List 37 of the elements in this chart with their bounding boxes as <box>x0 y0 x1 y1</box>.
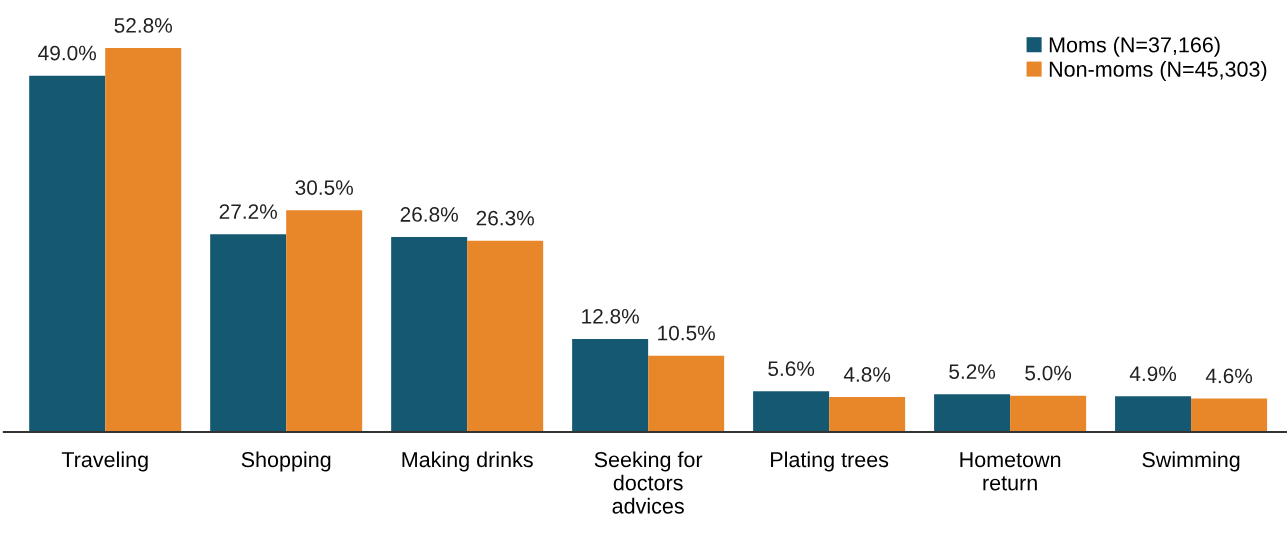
x-tick-label: Shopping <box>241 451 331 472</box>
data-label: 4.6% <box>1205 368 1253 384</box>
bar <box>934 394 1011 432</box>
x-tick-label: Traveling <box>61 451 148 472</box>
data-label: 10.5% <box>658 325 715 341</box>
data-label: 5.2% <box>949 364 996 379</box>
data-label: 4.9% <box>1129 366 1177 382</box>
data-label: 4.8% <box>843 367 891 382</box>
bar <box>648 355 725 432</box>
bar <box>572 338 649 432</box>
bar <box>829 397 906 432</box>
data-label: 5.6% <box>768 361 815 377</box>
data-label: 52.8% <box>114 18 173 33</box>
bar <box>29 75 106 432</box>
bar <box>391 237 468 432</box>
x-tick-label: Swimming <box>1142 451 1240 472</box>
bar <box>1115 396 1192 432</box>
x-tick-label: Making drinks <box>402 451 533 472</box>
bar <box>753 391 830 432</box>
data-label: 5.0% <box>1025 365 1072 381</box>
legend-label: Non-moms (N=45,303) <box>1049 61 1267 82</box>
data-label: 26.3% <box>476 210 534 226</box>
data-label: 27.2% <box>219 204 277 219</box>
x-tick-label: Hometown return <box>960 452 1061 491</box>
bar <box>286 210 363 432</box>
data-label: 49.0% <box>38 45 96 61</box>
legend-label: Moms (N=37,166) <box>1049 36 1220 57</box>
bar <box>105 48 182 432</box>
data-label: 12.8% <box>582 308 639 324</box>
data-label: 26.8% <box>400 207 458 222</box>
bar <box>467 240 544 432</box>
x-tick-label: Plating trees <box>771 451 889 472</box>
x-tick-label: Seeking for doctors advices <box>594 451 703 514</box>
bar <box>210 234 287 432</box>
bar <box>1010 395 1087 432</box>
data-label: 30.5% <box>295 180 353 195</box>
bar <box>1191 398 1268 432</box>
